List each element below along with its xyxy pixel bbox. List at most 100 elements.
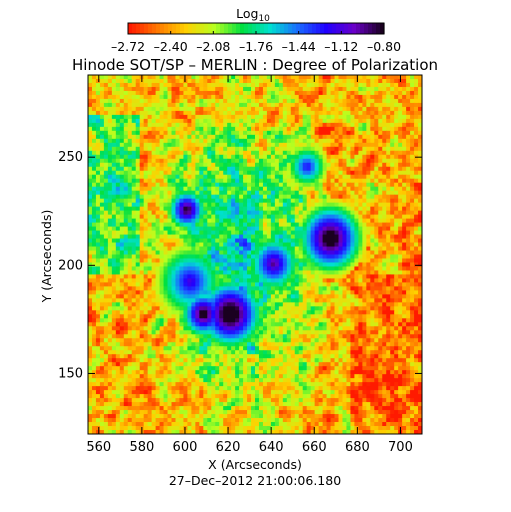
heatmap-cell — [270, 86, 276, 92]
heatmap-cell — [370, 274, 375, 279]
heatmap-cell — [239, 78, 244, 84]
heatmap-cell — [346, 226, 351, 232]
heatmap-cell — [159, 86, 165, 92]
heatmap-cell — [298, 118, 304, 124]
heatmap-cell — [282, 82, 288, 88]
heatmap-cell — [195, 250, 200, 255]
heatmap-cell — [270, 194, 276, 200]
heatmap-cell — [159, 75, 165, 80]
heatmap-cell — [382, 234, 387, 240]
heatmap-cell — [103, 86, 109, 92]
heatmap-cell — [354, 290, 359, 295]
heatmap-cell — [314, 202, 320, 208]
heatmap-cell — [358, 262, 363, 267]
heatmap-cell — [302, 122, 308, 128]
heatmap-cell — [243, 234, 248, 240]
heatmap-cell — [306, 86, 312, 92]
heatmap-cell — [195, 214, 200, 220]
heatmap-cell — [410, 278, 415, 283]
heatmap-cell — [151, 114, 157, 120]
heatmap-cell — [258, 214, 264, 220]
heatmap-cell — [251, 142, 256, 148]
heatmap-cell — [215, 270, 220, 275]
heatmap-cell — [418, 254, 423, 259]
heatmap-cell — [330, 138, 336, 144]
heatmap-cell — [243, 110, 248, 116]
heatmap-cell — [274, 166, 280, 172]
heatmap-cell — [286, 302, 292, 307]
colorbar-title-sub: 10 — [258, 14, 270, 24]
heatmap-cell — [155, 274, 161, 279]
heatmap-cell — [314, 274, 320, 279]
heatmap-cell — [334, 226, 339, 232]
heatmap-cell — [294, 110, 300, 116]
heatmap-cell — [115, 274, 121, 279]
heatmap-cell — [211, 222, 216, 228]
heatmap-cell — [358, 274, 363, 279]
heatmap-cell — [199, 178, 204, 184]
heatmap-cell — [338, 222, 343, 228]
heatmap-cell — [274, 194, 280, 200]
heatmap-cell — [350, 126, 355, 132]
heatmap-cell — [410, 230, 415, 236]
heatmap-cell — [266, 110, 272, 116]
heatmap-cell — [334, 106, 339, 112]
heatmap-cell — [191, 258, 196, 263]
heatmap-cell — [338, 278, 343, 283]
heatmap-cell — [155, 158, 161, 164]
heatmap-cell — [374, 194, 379, 200]
heatmap-cell — [282, 102, 288, 108]
heatmap-cell — [366, 206, 371, 212]
heatmap-cell — [111, 138, 117, 144]
heatmap-cell — [155, 222, 161, 228]
heatmap-cell — [179, 242, 184, 248]
heatmap-cell — [310, 86, 316, 92]
heatmap-cell — [330, 158, 336, 164]
heatmap-cell — [219, 222, 224, 228]
heatmap-cell — [127, 274, 133, 279]
heatmap-cell — [191, 214, 196, 220]
heatmap-cell — [163, 262, 169, 267]
heatmap-cell — [183, 122, 188, 128]
heatmap-cell — [342, 214, 347, 220]
heatmap-cell — [175, 294, 180, 299]
heatmap-cell — [243, 162, 248, 168]
heatmap-cell — [195, 222, 200, 228]
heatmap-cell — [151, 186, 157, 192]
heatmap-cell — [163, 118, 169, 124]
heatmap-cell — [386, 198, 391, 204]
heatmap-cell — [191, 102, 196, 108]
heatmap-cell — [251, 130, 256, 136]
heatmap-cell — [274, 238, 280, 244]
heatmap-cell — [95, 306, 101, 311]
heatmap-cell — [362, 150, 367, 156]
heatmap-cell — [143, 266, 149, 271]
heatmap-cell — [322, 78, 328, 84]
heatmap-cell — [163, 110, 169, 116]
heatmap-cell — [402, 222, 407, 228]
heatmap-cell — [207, 278, 212, 283]
heatmap-cell — [322, 150, 328, 156]
heatmap-cell — [410, 86, 415, 92]
heatmap-cell — [402, 150, 407, 156]
heatmap-cell — [143, 178, 149, 184]
heatmap-cell — [298, 206, 304, 212]
heatmap-cell — [151, 222, 157, 228]
heatmap-cell — [247, 210, 252, 216]
heatmap-cell — [231, 130, 236, 136]
heatmap-cell — [127, 290, 133, 295]
heatmap-cell — [235, 302, 240, 307]
heatmap-cell — [314, 294, 320, 299]
heatmap-cell — [167, 242, 172, 248]
heatmap-cell — [239, 246, 244, 252]
heatmap-cell — [155, 202, 161, 208]
heatmap-cell — [163, 266, 169, 271]
heatmap-cell — [414, 98, 419, 104]
heatmap-cell — [318, 146, 324, 152]
heatmap-cell — [262, 238, 268, 244]
heatmap-cell — [143, 302, 149, 307]
heatmap-cell — [274, 134, 280, 140]
heatmap-cell — [282, 150, 288, 156]
heatmap-cell — [370, 238, 375, 244]
heatmap-cell — [159, 102, 165, 108]
